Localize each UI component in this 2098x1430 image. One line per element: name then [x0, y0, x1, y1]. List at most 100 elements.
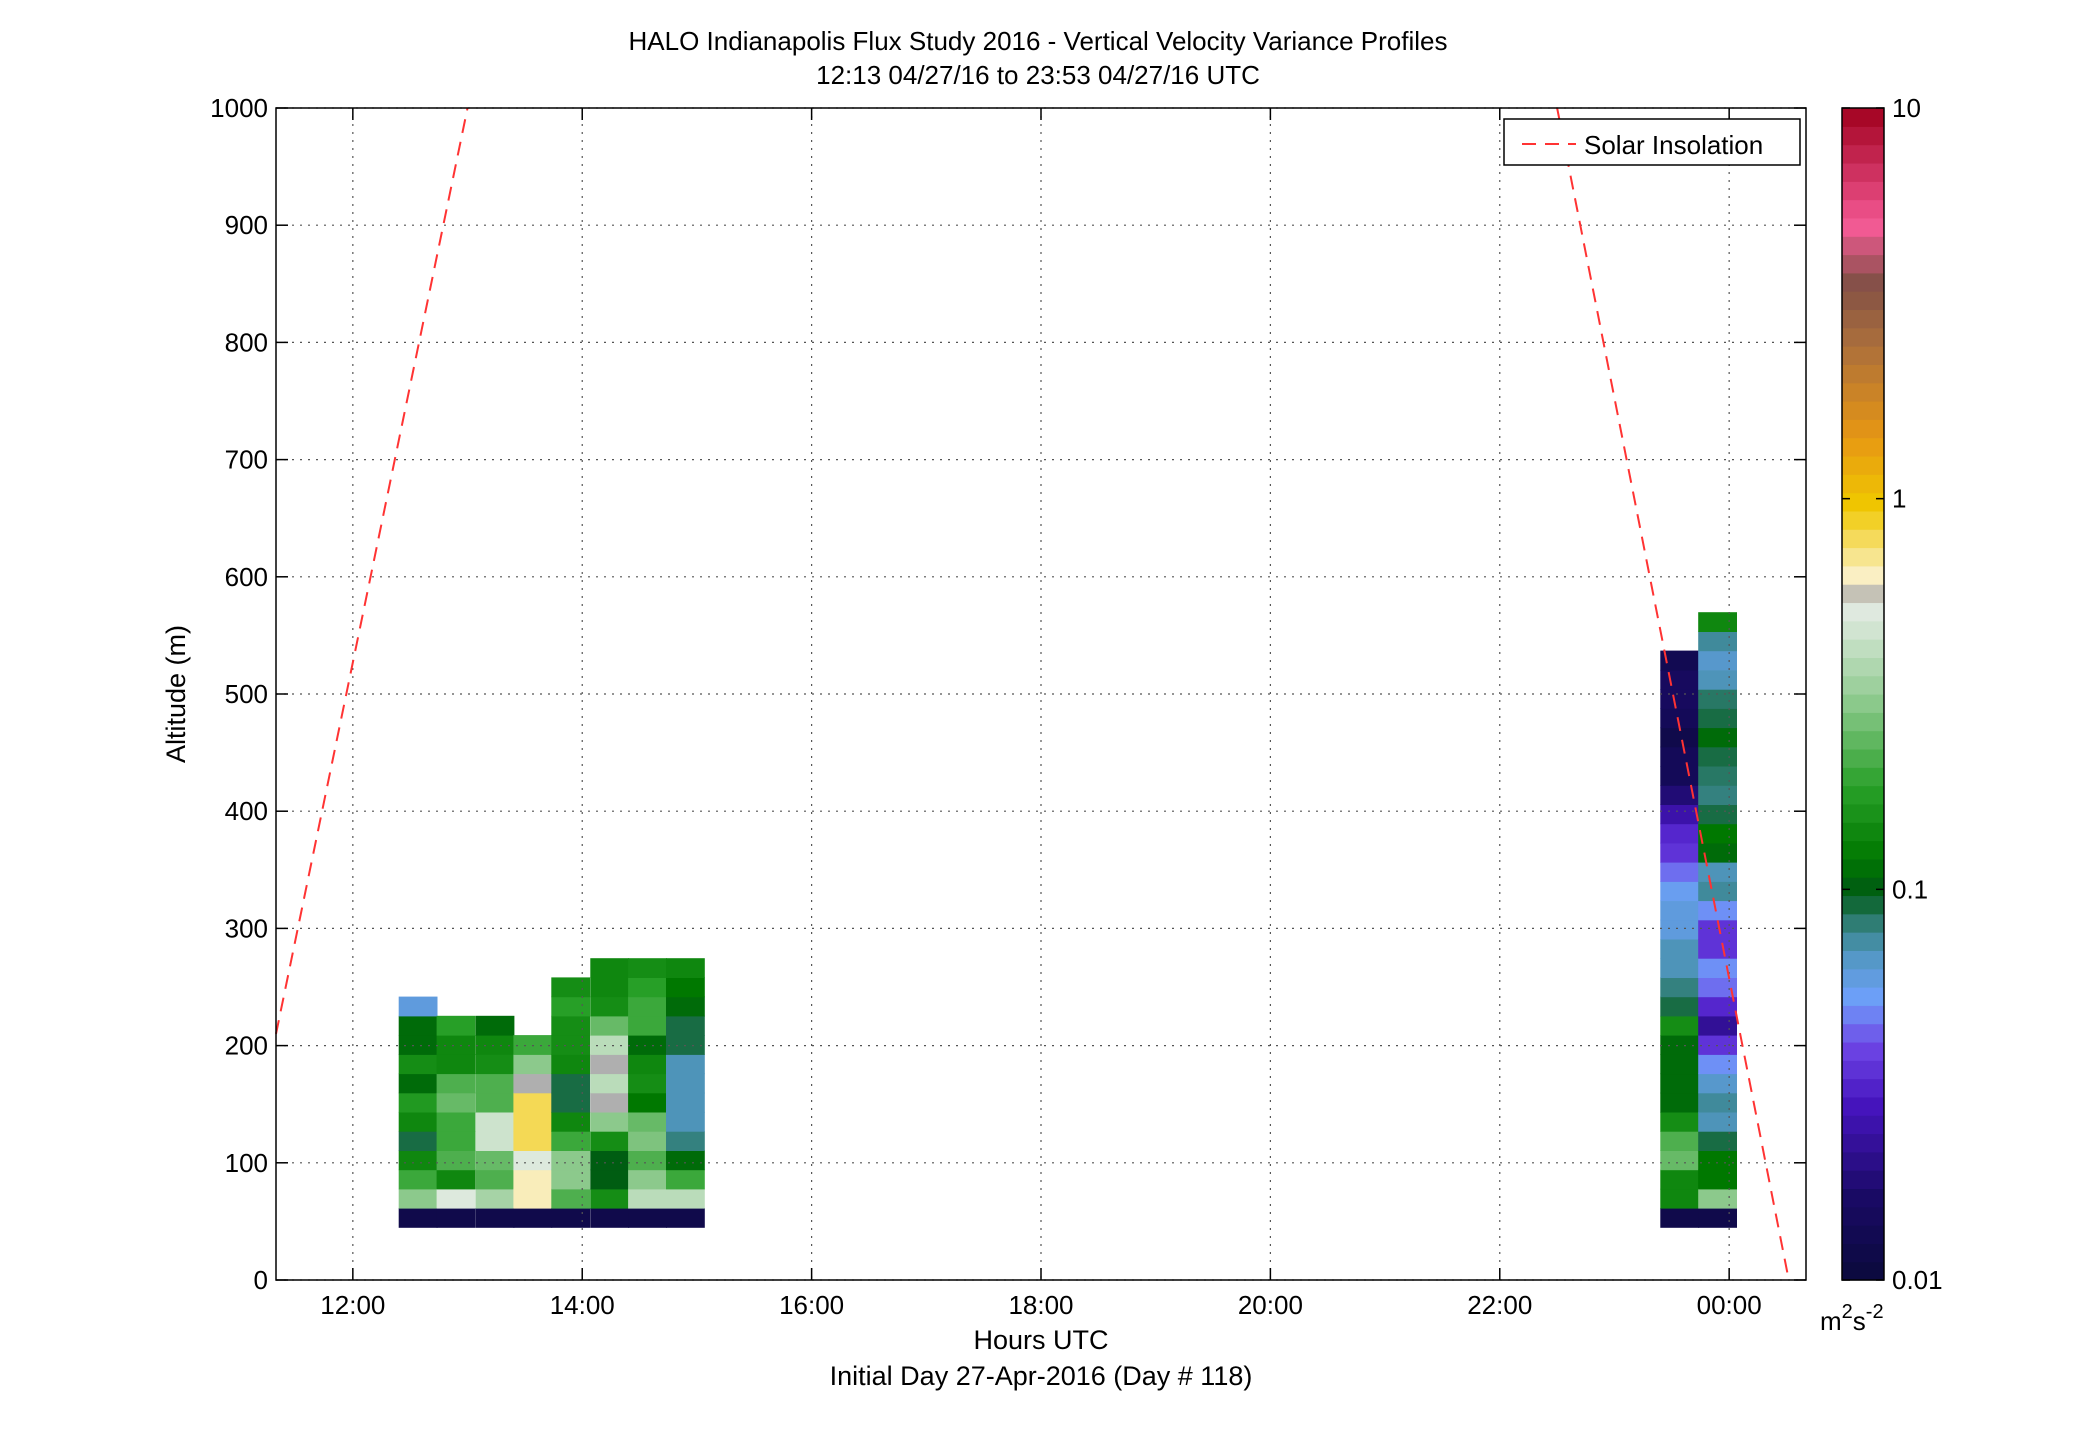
heatmap-cell: [398, 1054, 438, 1075]
heatmap-cell: [1660, 689, 1700, 709]
heatmap-cell: [551, 1188, 591, 1209]
heatmap-cell: [398, 1073, 438, 1094]
colorbar-swatch: [1842, 254, 1884, 274]
heatmap-cell: [551, 1111, 591, 1132]
heatmap-cell: [666, 996, 705, 1017]
heatmap-cell: [398, 1131, 438, 1151]
x-tick-label: 22:00: [1467, 1290, 1532, 1320]
legend-box: [1503, 118, 1801, 166]
heatmap-cell: [666, 1092, 705, 1113]
y-tick-label: 0: [254, 1265, 268, 1295]
heatmap-cell: [1660, 766, 1700, 786]
colorbar: 0.01 0.1 1 10 m2s-2: [1820, 93, 1943, 1336]
heatmap-cell: [1660, 842, 1700, 863]
heatmap-cell: [1698, 766, 1737, 786]
heatmap-cell: [1660, 727, 1700, 748]
colorbar-unit-mid: s: [1853, 1306, 1866, 1336]
heatmap-cell: [513, 1054, 553, 1075]
heatmap-cell: [551, 1169, 591, 1190]
x-axis-sublabel: Initial Day 27-Apr-2016 (Day # 118): [830, 1361, 1253, 1391]
colorbar-swatch: [1842, 364, 1884, 384]
heatmap-cell: [1698, 1054, 1737, 1075]
heatmap-cell: [513, 1208, 553, 1228]
colorbar-swatch: [1842, 785, 1884, 805]
x-tick-label: 18:00: [1008, 1290, 1073, 1320]
heatmap-cell: [1698, 919, 1737, 940]
heatmap-cell: [551, 1054, 591, 1075]
colorbar-swatch: [1842, 510, 1884, 530]
colorbar-swatch: [1842, 1023, 1884, 1043]
heatmap-cell: [551, 1208, 591, 1228]
heatmap-cell: [551, 1073, 591, 1094]
heatmap-cell: [666, 1150, 705, 1171]
colorbar-swatch: [1842, 694, 1884, 713]
colorbar-swatch: [1842, 419, 1884, 439]
heatmap-cell: [628, 1188, 667, 1209]
colorbar-swatch: [1842, 455, 1884, 475]
heatmap-cell: [513, 1111, 553, 1132]
heatmap-cell: [1660, 823, 1700, 844]
heatmap-cell: [590, 958, 630, 978]
heatmap-cell: [475, 1092, 515, 1113]
heatmap-cell: [628, 1208, 667, 1228]
colorbar-swatch: [1842, 1115, 1884, 1135]
heatmap-cell: [475, 1111, 515, 1132]
colorbar-swatch: [1842, 144, 1884, 164]
solar-insolation-line: [1556, 107, 1790, 1281]
colorbar-swatch: [1842, 712, 1884, 732]
colorbar-swatch: [1842, 968, 1884, 988]
heatmap-cell: [1698, 1208, 1737, 1228]
colorbar-swatch: [1842, 803, 1884, 823]
heatmap-cell: [1698, 958, 1737, 978]
heatmap-cell: [475, 1073, 515, 1094]
y-tick-label: 700: [225, 445, 268, 475]
heatmap-cell: [475, 1169, 515, 1190]
colorbar-tick-label: 0.01: [1892, 1265, 1943, 1295]
heatmap-cell: [436, 1111, 476, 1132]
heatmap-cell: [1698, 689, 1737, 709]
heatmap-cell: [475, 1054, 515, 1075]
heatmap-cell: [398, 1092, 438, 1113]
colorbar-swatch: [1842, 913, 1884, 933]
heatmap-cell: [666, 1208, 705, 1228]
heatmap-cell: [666, 1073, 705, 1094]
colorbar-swatch: [1842, 657, 1884, 677]
y-tick-label: 800: [225, 327, 268, 357]
heatmap-cell: [590, 1150, 630, 1171]
heatmap-cell: [1660, 1111, 1700, 1132]
x-tick-label: 12:00: [320, 1290, 385, 1320]
colorbar-swatch: [1842, 291, 1884, 311]
colorbar-swatch: [1842, 950, 1884, 970]
heatmap-cell: [628, 1150, 667, 1171]
heatmap-cell: [628, 1054, 667, 1075]
colorbar-unit-exp1: 2: [1842, 1301, 1853, 1323]
heatmap-cell: [666, 1015, 705, 1036]
heatmap-cell: [398, 996, 438, 1017]
colorbar-swatch: [1842, 401, 1884, 420]
heatmap-cell: [436, 1150, 476, 1171]
colorbar-swatch: [1842, 748, 1884, 768]
heatmap-cell: [551, 1015, 591, 1036]
heatmap-cell: [590, 1092, 630, 1113]
heatmap-cell: [666, 958, 705, 978]
colorbar-frame: [1841, 107, 1885, 1281]
heatmap-cell: [1698, 1131, 1737, 1151]
colorbar-swatch: [1842, 1225, 1884, 1244]
colorbar-swatch: [1842, 272, 1884, 292]
heatmap-cell: [436, 1015, 476, 1036]
heatmap-cell: [1698, 881, 1737, 902]
heatmap-cell: [666, 1111, 705, 1132]
heatmap-cell: [666, 1188, 705, 1209]
heatmap-cell: [1698, 650, 1737, 671]
heatmap-cell: [1660, 804, 1700, 825]
heatmap-cell: [513, 1092, 553, 1113]
colorbar-swatch: [1842, 236, 1884, 256]
heatmap-cell: [1698, 1169, 1737, 1190]
heatmap-cell: [1660, 1035, 1700, 1055]
y-tick-label: 900: [225, 210, 268, 240]
heatmap-cell: [666, 977, 705, 998]
heatmap-cell: [628, 1015, 667, 1036]
colorbar-swatch: [1842, 858, 1884, 878]
